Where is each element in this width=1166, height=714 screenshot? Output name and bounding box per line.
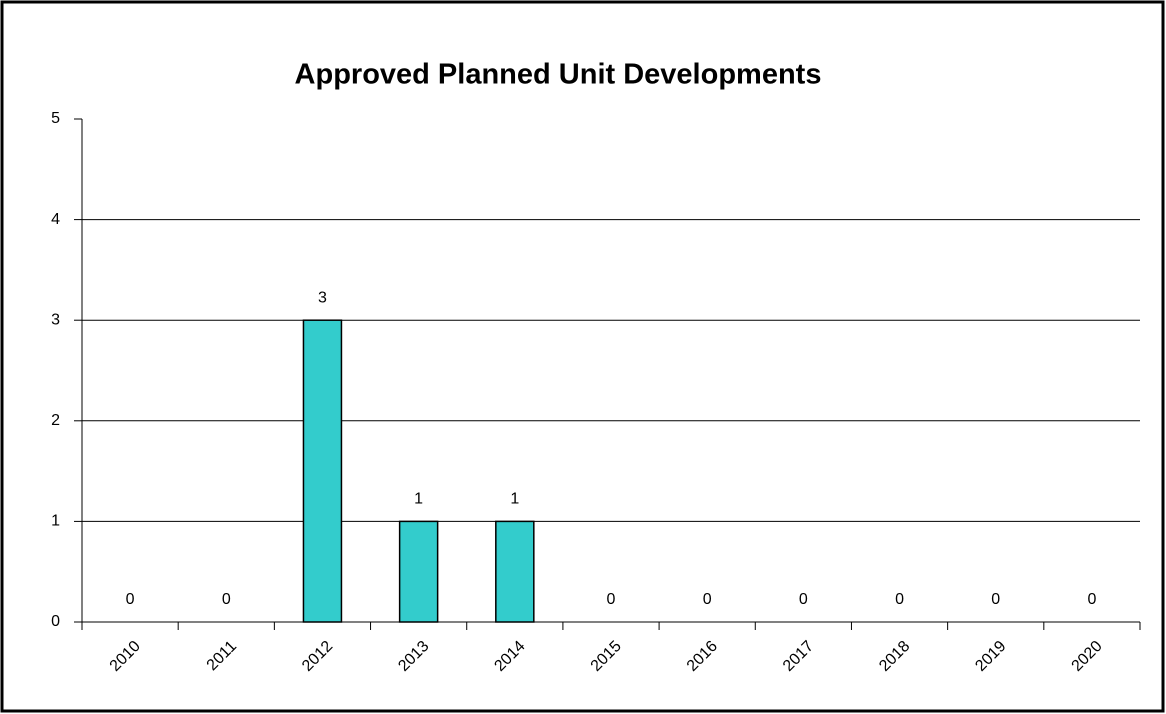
data-label: 0 xyxy=(222,591,231,608)
data-label: 1 xyxy=(414,491,423,508)
y-tick-label: 2 xyxy=(51,412,60,429)
chart-title: Approved Planned Unit Developments xyxy=(295,59,822,91)
y-tick-label: 5 xyxy=(51,110,60,127)
y-tick-label: 4 xyxy=(51,211,60,228)
y-tick-label: 3 xyxy=(51,311,60,328)
data-label: 0 xyxy=(607,591,616,608)
y-tick-label: 0 xyxy=(51,613,60,630)
data-label: 1 xyxy=(510,491,519,508)
data-label: 0 xyxy=(991,591,1000,608)
bar xyxy=(495,520,535,623)
data-label: 0 xyxy=(703,591,712,608)
bar xyxy=(302,319,343,623)
y-tick-label: 1 xyxy=(51,513,60,530)
bar xyxy=(398,520,439,623)
data-label: 0 xyxy=(895,591,904,608)
data-label: 3 xyxy=(318,289,327,306)
data-label: 0 xyxy=(799,591,808,608)
data-label: 0 xyxy=(1087,591,1096,608)
data-label: 0 xyxy=(126,591,135,608)
